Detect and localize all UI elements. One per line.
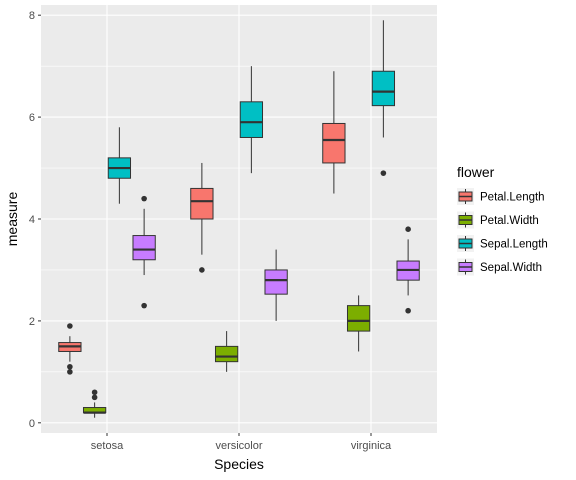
legend: flower Petal.Length Petal.Width Sepal.Leng… [457,164,548,276]
outlier-point [141,302,147,309]
outlier-point [141,195,147,202]
outlier-point [199,267,205,273]
outlier-point [91,394,98,401]
y-tick-label: 0 [29,418,35,430]
box-series [58,20,420,418]
y-tick-label: 6 [29,112,35,124]
x-axis-title: Species [214,456,264,472]
box-body [214,345,239,363]
box-body [346,305,371,332]
y-tick-label: 8 [29,10,35,22]
major-gridlines [41,5,437,433]
y-tick-label: 4 [29,214,35,226]
x-axis: setosa versicolor virginica [91,433,392,452]
box-body [371,70,396,107]
y-axis-title: measure [4,192,20,247]
legend-label: Petal.Length [480,192,545,204]
x-tick-label: setosa [91,440,124,452]
legend-label: Petal.Width [480,215,539,227]
legend-label: Sepal.Length [480,239,548,251]
outlier-point [67,323,73,329]
x-tick-label: versicolor [215,440,262,452]
legend-label: Sepal.Width [480,262,542,274]
box-body [239,101,264,138]
y-tick-label: 2 [29,316,35,328]
outlier-point [91,389,98,396]
x-tick-label: virginica [351,440,392,452]
outlier-point [67,363,73,370]
outlier-point [405,226,411,232]
box-body [190,187,214,220]
outlier-point [380,170,387,176]
box-body [264,269,288,295]
box-body [322,122,346,164]
legend-title: flower [457,164,495,180]
y-axis: 0 2 4 6 8 [29,10,41,430]
outlier-point [405,307,411,314]
box-body [132,235,156,261]
outlier-point [67,369,73,375]
